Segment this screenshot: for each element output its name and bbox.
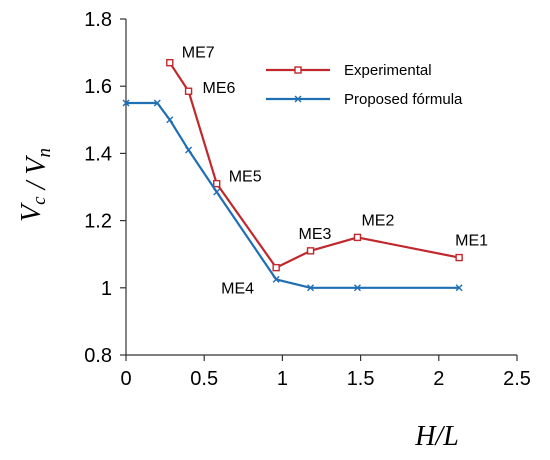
y-tick-label: 1.6 (84, 76, 112, 98)
point-label: ME5 (229, 169, 262, 186)
point-label: ME6 (203, 80, 236, 97)
point-label: ME3 (299, 226, 332, 243)
data-point (307, 284, 315, 292)
point-label: ME7 (182, 45, 215, 62)
legend: Experimental Proposed fórmula (266, 62, 463, 108)
data-point (166, 58, 174, 67)
y-axis-title: Vc / Vn (16, 148, 55, 222)
data-point (353, 284, 361, 292)
data-point (185, 146, 193, 154)
point-labels: ME7 ME6 ME5 ME4 ME3 ME2 ME1 (182, 45, 488, 298)
data-point (306, 247, 315, 255)
x-tick-label: 0 (120, 368, 131, 390)
x-tick-label: 2 (433, 368, 444, 390)
y-tick-label: 1 (101, 278, 112, 300)
data-point (353, 233, 362, 242)
series-1 (122, 99, 463, 292)
data-point (455, 253, 463, 262)
data-point (166, 116, 174, 124)
y-tick-label: 0.8 (84, 345, 112, 367)
data-point (122, 99, 130, 107)
point-label: ME1 (455, 233, 488, 250)
y-tick-label: 1.2 (84, 211, 112, 233)
legend-entry: Experimental (266, 62, 432, 79)
data-point (153, 99, 161, 107)
x-tick-label: 1.5 (347, 368, 375, 390)
data-point (455, 284, 463, 292)
x-axis-title: H/L (414, 421, 459, 452)
y-tick-label: 1.4 (84, 143, 112, 165)
point-label: ME2 (361, 212, 394, 229)
data-point (272, 263, 280, 272)
point-label: ME4 (221, 281, 254, 298)
axes: 0 0.5 1 1.5 2 2.5 0.8 1 1.2 1.4 1.6 1.8 (84, 9, 531, 390)
legend-label: Proposed fórmula (344, 91, 463, 108)
y-tick-label: 1.8 (84, 9, 112, 31)
series-0 (166, 58, 463, 272)
x-tick-label: 2.5 (503, 368, 531, 390)
x-tick-label: 1 (277, 368, 288, 390)
data-point (184, 87, 193, 95)
x-tick-label: 0.5 (190, 368, 218, 390)
data-point (272, 275, 280, 283)
series-layer (122, 58, 463, 292)
data-point (213, 179, 221, 188)
legend-entry: Proposed fórmula (266, 91, 463, 108)
legend-label: Experimental (344, 62, 432, 79)
data-point (213, 188, 221, 196)
